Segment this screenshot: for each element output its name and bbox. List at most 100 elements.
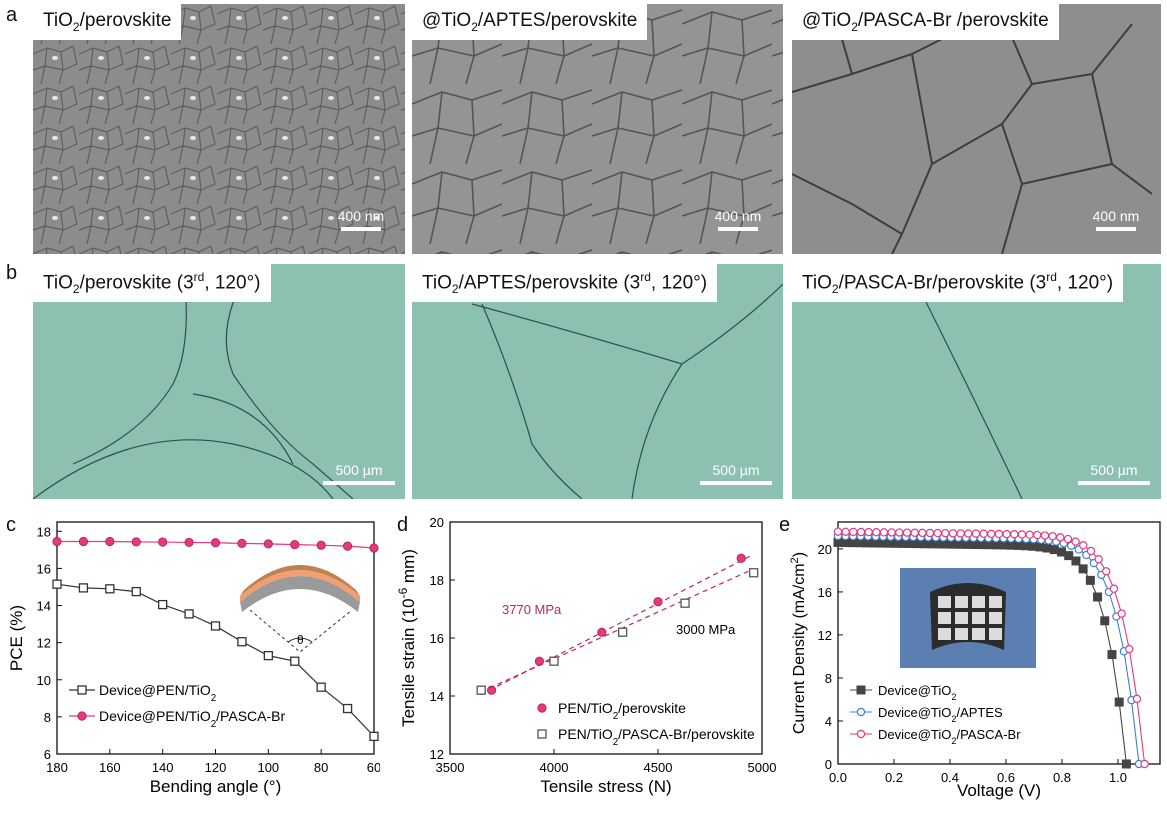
- sem-image-tio2: TiO2/perovskite 400 nm: [33, 4, 405, 254]
- photo-electrode: [989, 596, 1002, 608]
- data-point: [131, 537, 141, 547]
- data-point: [1140, 759, 1149, 769]
- y-axis-label: Tensile strain (10-6 mm): [396, 549, 418, 727]
- chart-strain-vs-stress: 3500 4000 4500 5000 12 14 16 18 20 3770 MPa 3000 M…: [396, 515, 776, 796]
- data-point: [895, 528, 904, 537]
- data-point: [263, 539, 273, 549]
- data-point: [158, 599, 168, 610]
- sem-texture: [792, 4, 1161, 254]
- legend-label: PEN/TiO2/perovskite: [558, 700, 686, 722]
- inset-device-photo: [900, 568, 1036, 668]
- legend-label: Device@PEN/TiO2: [99, 682, 216, 704]
- crack-lines: [471, 283, 783, 499]
- data-point: [1017, 530, 1027, 539]
- inset-bent-substrate: [240, 565, 360, 653]
- data-point: [1010, 530, 1019, 539]
- data-point: [1040, 531, 1050, 540]
- data-point: [933, 528, 942, 538]
- chart-jv-curves: 0.0 0.2 0.4 0.6 0.8 1.0 0 4 8 12 16 20 Device@TiO2 De…: [789, 521, 1161, 800]
- data-point: [158, 537, 168, 547]
- data-point: [290, 540, 300, 550]
- legend-marker: [856, 707, 866, 717]
- data-point: [849, 527, 858, 537]
- sem-image-aptes: @TiO2/APTES/perovskite 400 nm: [412, 4, 783, 254]
- data-point: [1025, 530, 1034, 539]
- x-tick-label: 180: [46, 760, 68, 775]
- data-point: [1121, 759, 1131, 769]
- chart-pce-vs-bending: θ 180 160 140 120 100 80 60 6 8 10 12 14 16 18 Device@P…: [7, 521, 380, 796]
- panel-label-c: c: [6, 514, 16, 536]
- data-point: [879, 528, 889, 537]
- data-point: [971, 529, 981, 538]
- data-point: [105, 536, 115, 547]
- data-point: [948, 529, 958, 538]
- y-tick-label: 8: [825, 671, 832, 686]
- y-tick-label: 16: [430, 631, 444, 646]
- legend-marker: [537, 703, 547, 713]
- data-point: [979, 529, 988, 538]
- optical-tag-pasca: TiO2/PASCA-Br/perovskite (3rd, 120°): [792, 264, 1124, 303]
- fit-line: [480, 554, 752, 696]
- data-point: [1086, 546, 1096, 556]
- scale-bar: 400 nm: [708, 208, 768, 231]
- optical-image-aptes: TiO2/APTES/perovskite (3rd, 120°) 500 µm: [412, 264, 783, 499]
- legend-marker: [856, 729, 866, 739]
- data-point: [184, 537, 194, 548]
- data-point: [597, 627, 607, 637]
- x-tick-label: 0.4: [941, 770, 959, 785]
- data-point: [987, 529, 996, 539]
- data-point: [887, 528, 896, 537]
- data-point: [872, 528, 881, 537]
- x-axis-label: Voltage (V): [957, 781, 1041, 800]
- legend-marker: [77, 711, 87, 721]
- plot-frame: [449, 521, 763, 755]
- sem-texture: [412, 4, 783, 254]
- legend-marker: [537, 729, 547, 739]
- x-tick-label: 0.0: [829, 770, 847, 785]
- x-axis-label: Tensile stress (N): [540, 777, 671, 796]
- data-point: [237, 637, 247, 647]
- annotation-3000: 3000 MPa: [676, 622, 736, 637]
- data-point: [476, 685, 486, 695]
- inset-angle-lines: [249, 609, 353, 653]
- inset-theta-label: θ: [297, 633, 304, 647]
- data-point: [918, 528, 927, 538]
- data-point: [131, 586, 141, 597]
- data-point: [1033, 530, 1042, 540]
- sem-tag-aptes: @TiO2/APTES/perovskite: [412, 4, 648, 40]
- data-point: [105, 584, 115, 594]
- y-tick-label: 12: [37, 636, 51, 651]
- photo-electrode: [938, 612, 951, 624]
- x-tick-label: 3500: [436, 760, 465, 775]
- inset-perovskite-layer: [240, 565, 360, 596]
- y-tick-label: 20: [818, 542, 832, 557]
- legend-label: Device@PEN/TiO2/PASCA-Br: [99, 708, 285, 730]
- panel-label-d: d: [397, 514, 409, 536]
- x-tick-label: 4000: [540, 760, 569, 775]
- data-point: [617, 627, 628, 637]
- scale-bar: 500 µm: [1076, 462, 1152, 485]
- data-point: [864, 527, 873, 537]
- y-tick-label: 10: [37, 673, 51, 688]
- x-axis-label: Bending angle (°): [150, 777, 282, 796]
- data-point: [1100, 616, 1110, 626]
- y-tick-label: 12: [430, 747, 444, 762]
- photo-electrode: [972, 612, 985, 624]
- legend-marker: [77, 685, 87, 695]
- data-point: [1079, 541, 1088, 550]
- optical-image-pasca: TiO2/PASCA-Br/perovskite (3rd, 120°) 500…: [792, 264, 1161, 499]
- legend-label: Device@TiO2: [878, 683, 956, 702]
- x-tick-label: 80: [314, 760, 328, 775]
- data-point: [316, 540, 326, 550]
- data-point: [964, 529, 973, 538]
- plot-frame: [837, 521, 1161, 765]
- data-point: [1063, 534, 1073, 544]
- data-point: [263, 650, 273, 661]
- fit-line: [480, 569, 752, 693]
- data-point: [994, 529, 1004, 539]
- photo-electrode: [955, 628, 968, 640]
- inset-substrate-layer: [240, 576, 360, 612]
- data-point: [902, 528, 912, 537]
- data-point: [956, 529, 965, 538]
- data-point: [342, 703, 353, 714]
